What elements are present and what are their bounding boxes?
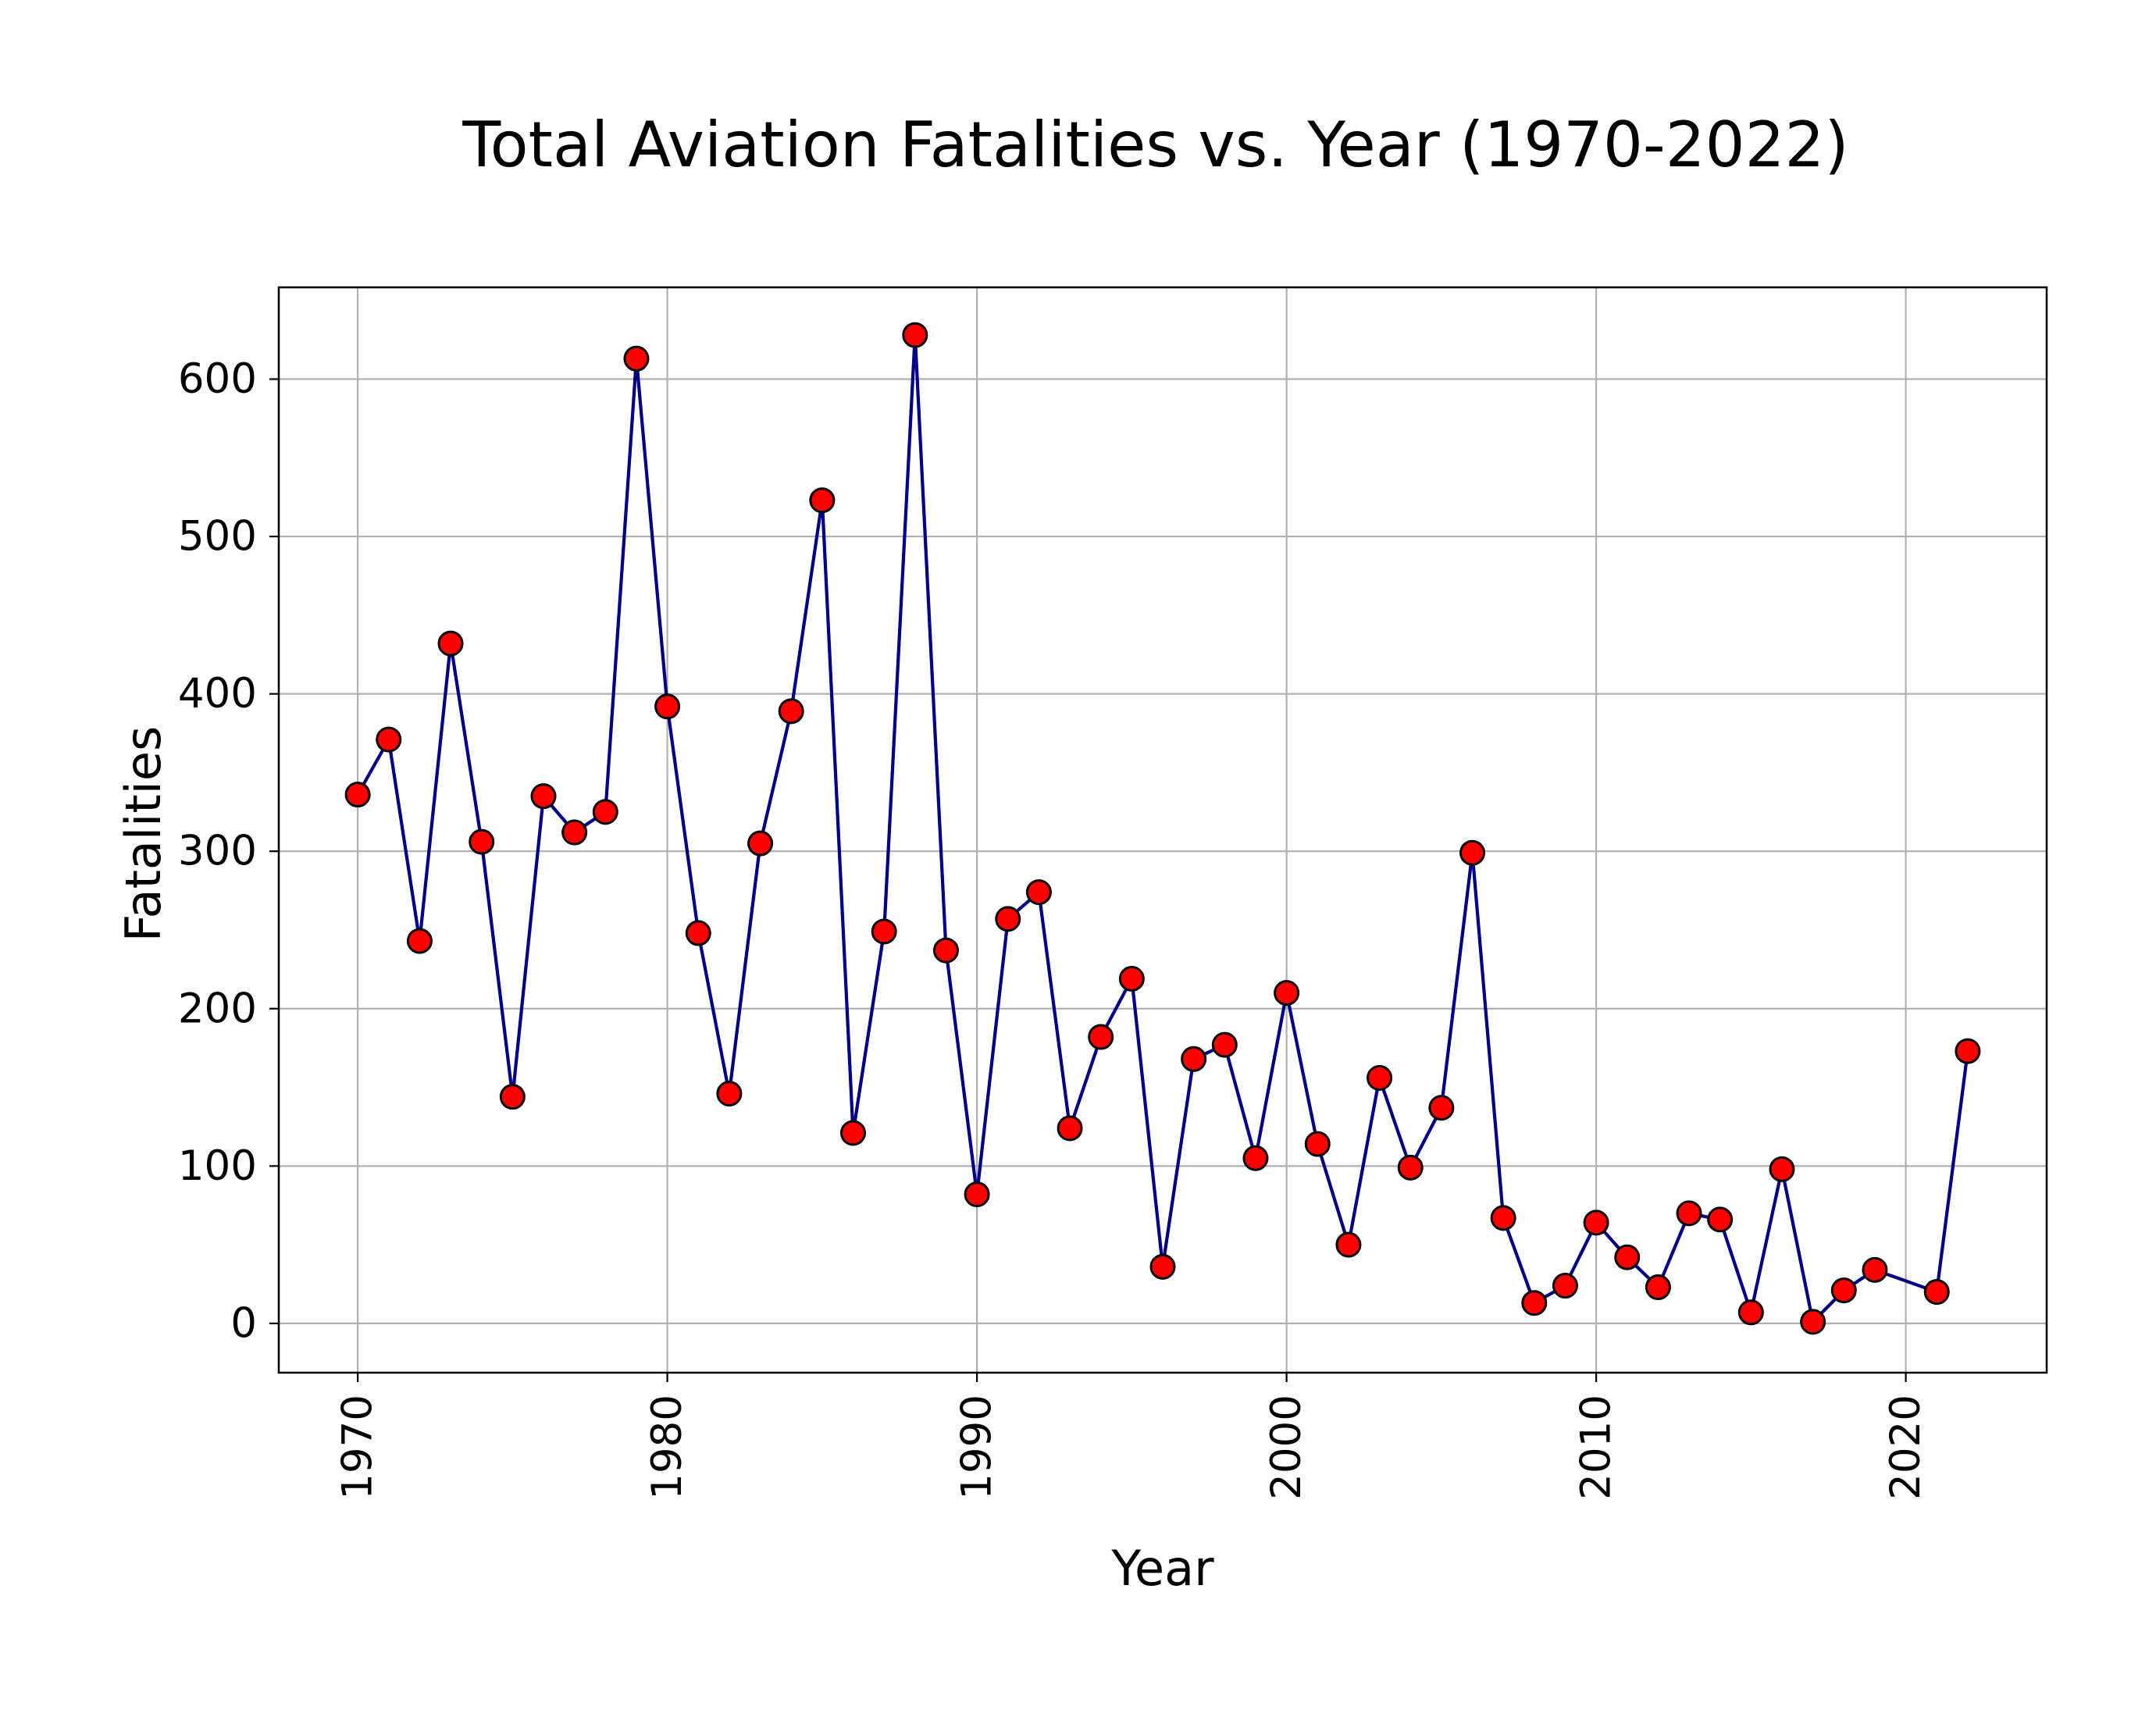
data-point (1367, 1064, 1393, 1091)
y-axis-label: Fatalities (115, 726, 172, 942)
data-point (778, 698, 804, 725)
data-point (654, 693, 681, 720)
data-point (747, 830, 774, 857)
data-point (592, 799, 618, 825)
data-point (1645, 1274, 1671, 1301)
data-point (561, 819, 588, 846)
data-point (1955, 1038, 1981, 1064)
data-point (1242, 1145, 1269, 1171)
data-point (1304, 1131, 1331, 1157)
data-point (1428, 1095, 1455, 1121)
data-point (1800, 1309, 1826, 1335)
ticks: 1970 1980 1990 2000 2010 2020 0 100 200 300 400 500… (178, 355, 1930, 1500)
data-point (1552, 1273, 1578, 1299)
y-tick-label: 400 (178, 670, 257, 718)
data-point (902, 322, 928, 348)
data-point (1211, 1031, 1238, 1058)
data-point (530, 783, 557, 810)
data-point (376, 726, 402, 753)
data-point (437, 630, 464, 657)
data-point (623, 345, 650, 372)
data-point (344, 782, 371, 808)
x-tick-label: 2010 (1573, 1395, 1620, 1500)
data-point (499, 1084, 526, 1110)
data-point (1181, 1046, 1207, 1072)
x-tick-label: 1970 (334, 1395, 382, 1500)
data-point (716, 1081, 743, 1107)
data-point (1274, 980, 1300, 1006)
grid (279, 287, 2047, 1373)
data-point (1490, 1205, 1516, 1231)
data-point (1737, 1299, 1764, 1326)
data-point (469, 828, 495, 855)
x-tick-label: 2020 (1882, 1395, 1930, 1500)
data-point (964, 1181, 990, 1208)
data-point (1707, 1206, 1734, 1233)
x-tick-label: 1990 (953, 1395, 1001, 1500)
y-tick-label: 600 (178, 355, 257, 403)
data-point (1118, 965, 1145, 992)
data-point (1088, 1024, 1114, 1050)
data-point (1923, 1279, 1950, 1306)
data-point (1397, 1154, 1424, 1181)
x-axis-label: Year (1110, 1540, 1214, 1597)
data-point (1025, 879, 1052, 906)
y-tick-label: 0 (230, 1299, 257, 1347)
y-tick-label: 300 (178, 828, 257, 875)
data-point (1149, 1253, 1176, 1280)
y-tick-label: 500 (178, 513, 257, 561)
data-point (1335, 1231, 1362, 1258)
x-tick-label: 2000 (1263, 1395, 1310, 1500)
series-line (356, 333, 1969, 1324)
data-point (871, 918, 897, 945)
data-point (1614, 1244, 1641, 1270)
data-point (1057, 1115, 1083, 1142)
data-point (1676, 1200, 1702, 1227)
data-point (1521, 1290, 1548, 1316)
data-point (840, 1120, 867, 1146)
data-point (1769, 1156, 1795, 1182)
plot-frame (277, 286, 2048, 1374)
series-layer (344, 322, 1981, 1335)
data-point (1830, 1277, 1857, 1304)
data-point (932, 937, 959, 964)
data-point (809, 487, 836, 514)
data-point (406, 928, 433, 954)
data-point (1862, 1256, 1888, 1283)
chart-title: Total Aviation Fatalities vs. Year (1970… (461, 109, 1848, 181)
data-point (995, 906, 1021, 932)
data-point (685, 920, 711, 946)
y-tick-label: 200 (178, 985, 257, 1032)
data-point (1583, 1209, 1609, 1236)
x-tick-label: 1980 (643, 1395, 691, 1500)
data-point (1459, 839, 1485, 866)
y-tick-label: 100 (178, 1142, 257, 1190)
